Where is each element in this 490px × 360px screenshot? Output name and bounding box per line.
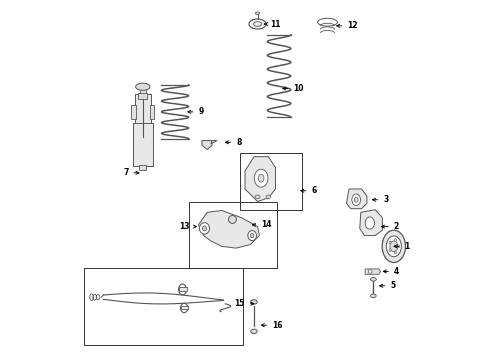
Ellipse shape [249, 19, 266, 29]
Text: 11: 11 [265, 19, 281, 28]
Text: 12: 12 [337, 21, 358, 30]
Text: 8: 8 [225, 138, 242, 147]
Bar [190, 202, 277, 268]
Text: 9: 9 [188, 107, 204, 116]
Bar [181, 306, 188, 309]
Bar [138, 93, 147, 99]
Ellipse shape [258, 174, 264, 182]
Bar [179, 287, 187, 291]
Text: 16: 16 [261, 321, 282, 330]
Polygon shape [365, 269, 381, 274]
Ellipse shape [394, 251, 396, 254]
Ellipse shape [394, 239, 396, 242]
Polygon shape [202, 140, 212, 149]
Ellipse shape [266, 195, 270, 199]
Text: 4: 4 [383, 267, 399, 276]
Bar [140, 85, 146, 94]
Text: 5: 5 [380, 281, 395, 290]
Bar [240, 153, 302, 211]
Text: 7: 7 [123, 168, 139, 177]
Text: 1: 1 [394, 242, 410, 251]
Polygon shape [211, 140, 217, 144]
Ellipse shape [354, 197, 358, 202]
Ellipse shape [248, 230, 256, 240]
Bar [84, 268, 243, 345]
Ellipse shape [370, 278, 376, 281]
Ellipse shape [255, 12, 260, 14]
Ellipse shape [370, 294, 376, 298]
Polygon shape [245, 157, 275, 202]
Bar [131, 105, 136, 119]
Text: 6: 6 [301, 186, 317, 195]
Ellipse shape [251, 329, 257, 333]
Ellipse shape [254, 169, 268, 187]
Bar [139, 165, 147, 170]
Bar [135, 94, 151, 125]
Bar [133, 123, 153, 166]
Ellipse shape [352, 194, 361, 206]
Ellipse shape [251, 300, 257, 304]
Ellipse shape [202, 226, 207, 231]
Polygon shape [360, 210, 382, 235]
Ellipse shape [365, 217, 374, 229]
Text: 3: 3 [372, 195, 388, 204]
Ellipse shape [136, 83, 150, 90]
Ellipse shape [228, 216, 236, 224]
Ellipse shape [255, 195, 260, 199]
Ellipse shape [368, 270, 372, 273]
Ellipse shape [382, 230, 406, 262]
Text: 2: 2 [382, 222, 399, 231]
Ellipse shape [390, 241, 398, 252]
Text: 14: 14 [252, 220, 271, 229]
Ellipse shape [250, 233, 254, 238]
Ellipse shape [389, 249, 391, 252]
Text: 10: 10 [283, 84, 304, 93]
Ellipse shape [389, 241, 391, 244]
Ellipse shape [386, 236, 401, 257]
Bar [150, 105, 154, 119]
Polygon shape [346, 189, 367, 209]
Text: 13: 13 [179, 222, 196, 231]
Polygon shape [198, 211, 259, 248]
Ellipse shape [199, 223, 210, 234]
Ellipse shape [397, 245, 399, 248]
Text: 15: 15 [235, 299, 254, 308]
